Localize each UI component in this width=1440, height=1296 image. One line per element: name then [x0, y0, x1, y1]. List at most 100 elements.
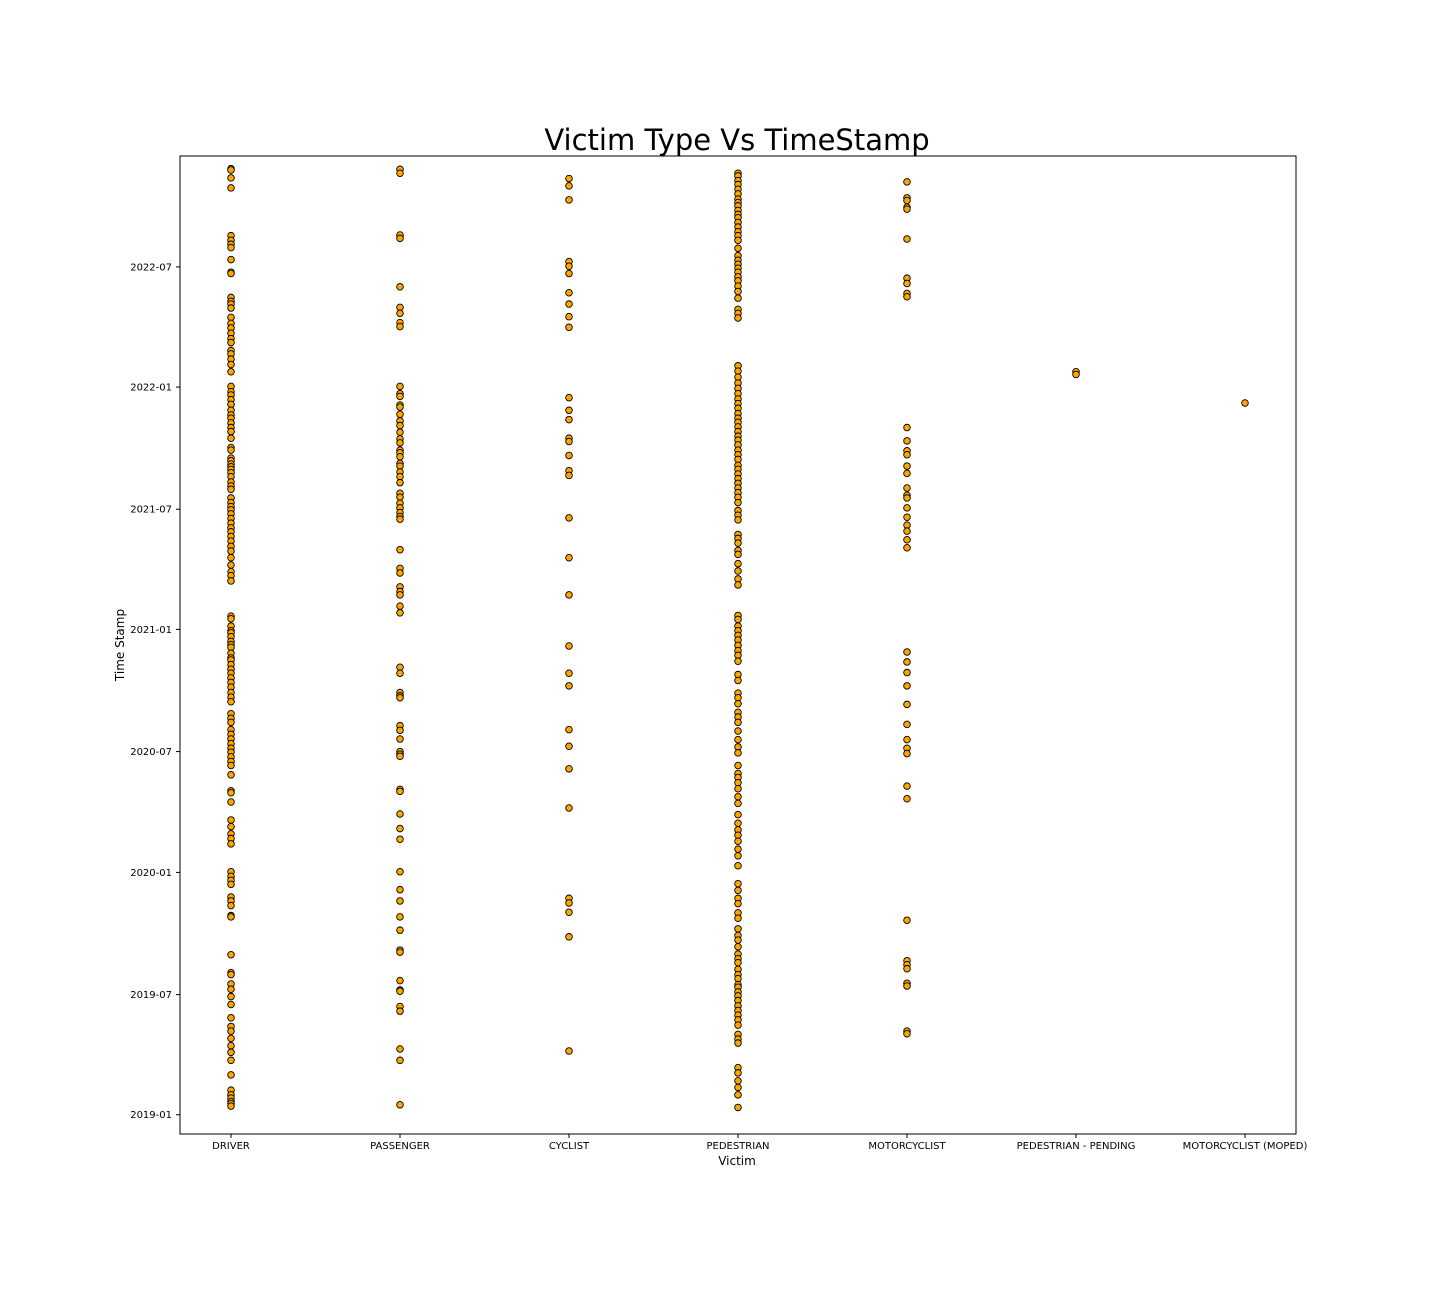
data-point — [903, 504, 911, 512]
data-point — [903, 494, 911, 502]
data-point — [227, 615, 235, 623]
data-point — [903, 794, 911, 803]
data-point — [227, 970, 235, 979]
data-point — [227, 913, 235, 921]
data-point — [565, 669, 573, 677]
x-tick-label: DRIVER — [212, 1141, 250, 1152]
data-point — [227, 338, 235, 347]
data-point — [903, 279, 911, 288]
data-point — [565, 591, 573, 599]
data-point — [396, 824, 404, 833]
x-tick-label: PEDESTRIAN - PENDING — [1017, 1141, 1136, 1152]
data-point — [565, 742, 573, 751]
data-point — [396, 926, 404, 934]
data-point — [227, 446, 235, 454]
data-point — [227, 485, 235, 494]
data-point — [734, 1091, 742, 1099]
data-point — [396, 913, 404, 921]
data-point — [565, 300, 573, 308]
data-point — [227, 1056, 235, 1065]
data-point — [734, 1021, 742, 1029]
data-point — [227, 561, 235, 569]
data-point — [734, 581, 742, 589]
x-tick-label: MOTORCYCLIST — [868, 1141, 946, 1152]
data-point — [734, 567, 742, 575]
data-point — [227, 368, 235, 376]
data-point — [734, 914, 742, 922]
data-point — [565, 1047, 573, 1055]
data-point — [565, 289, 573, 297]
data-point — [565, 312, 573, 321]
data-point — [903, 462, 911, 470]
data-point — [903, 982, 911, 990]
data-point — [903, 916, 911, 924]
data-point — [903, 782, 911, 790]
data-point — [903, 668, 911, 677]
data-point — [903, 735, 911, 744]
data-point — [734, 761, 742, 770]
data-point — [227, 798, 235, 806]
data-point — [227, 577, 235, 585]
data-point — [1072, 370, 1080, 379]
data-points — [227, 164, 1249, 1112]
data-point — [396, 453, 404, 461]
y-axis-ticks: 2019-01 2019-07 2020-01 2020-07 2021-01 2021-… — [130, 262, 180, 1121]
data-point — [734, 943, 742, 951]
data-point — [903, 235, 911, 243]
data-point — [227, 950, 235, 959]
data-point — [396, 309, 404, 318]
y-tick-label: 2019-01 — [130, 1110, 172, 1121]
data-point — [227, 304, 235, 312]
data-point — [396, 669, 404, 677]
data-point — [903, 513, 911, 521]
x-tick-label: PEDESTRIAN — [706, 1141, 769, 1152]
data-point — [227, 166, 235, 174]
data-point — [227, 434, 235, 442]
data-point — [734, 925, 742, 933]
data-point — [903, 543, 911, 552]
data-point — [227, 1041, 235, 1050]
data-point — [734, 792, 742, 801]
data-point — [903, 749, 911, 758]
data-point — [396, 694, 404, 702]
data-point — [227, 174, 235, 182]
data-point — [396, 478, 404, 487]
data-point — [565, 415, 573, 424]
data-point — [734, 1077, 742, 1085]
data-point — [903, 293, 911, 301]
data-point — [903, 536, 911, 544]
data-point — [565, 437, 573, 446]
data-point — [396, 897, 404, 905]
data-point — [396, 591, 404, 599]
data-point — [734, 1039, 742, 1047]
data-point — [227, 1034, 235, 1043]
data-point — [734, 899, 742, 908]
data-point — [396, 439, 404, 447]
data-point — [565, 471, 573, 480]
data-point — [565, 262, 573, 270]
data-point — [565, 451, 573, 460]
data-point — [565, 908, 573, 916]
data-point — [396, 987, 404, 996]
data-point — [734, 676, 742, 685]
data-point — [734, 657, 742, 666]
data-point — [227, 992, 235, 1001]
data-point — [396, 1101, 404, 1109]
data-point — [903, 469, 911, 478]
data-point — [565, 642, 573, 650]
data-point — [396, 234, 404, 243]
chart-title: Victim Type Vs TimeStamp — [544, 123, 929, 157]
data-point — [227, 360, 235, 369]
data-point — [396, 392, 404, 401]
data-point — [227, 255, 235, 264]
data-point — [227, 269, 235, 278]
data-point — [734, 314, 742, 322]
data-point — [734, 559, 742, 568]
data-point — [396, 976, 404, 985]
data-point — [565, 196, 573, 204]
data-point — [734, 244, 742, 253]
data-point — [396, 545, 404, 554]
data-point — [565, 269, 573, 278]
data-point — [227, 901, 235, 910]
